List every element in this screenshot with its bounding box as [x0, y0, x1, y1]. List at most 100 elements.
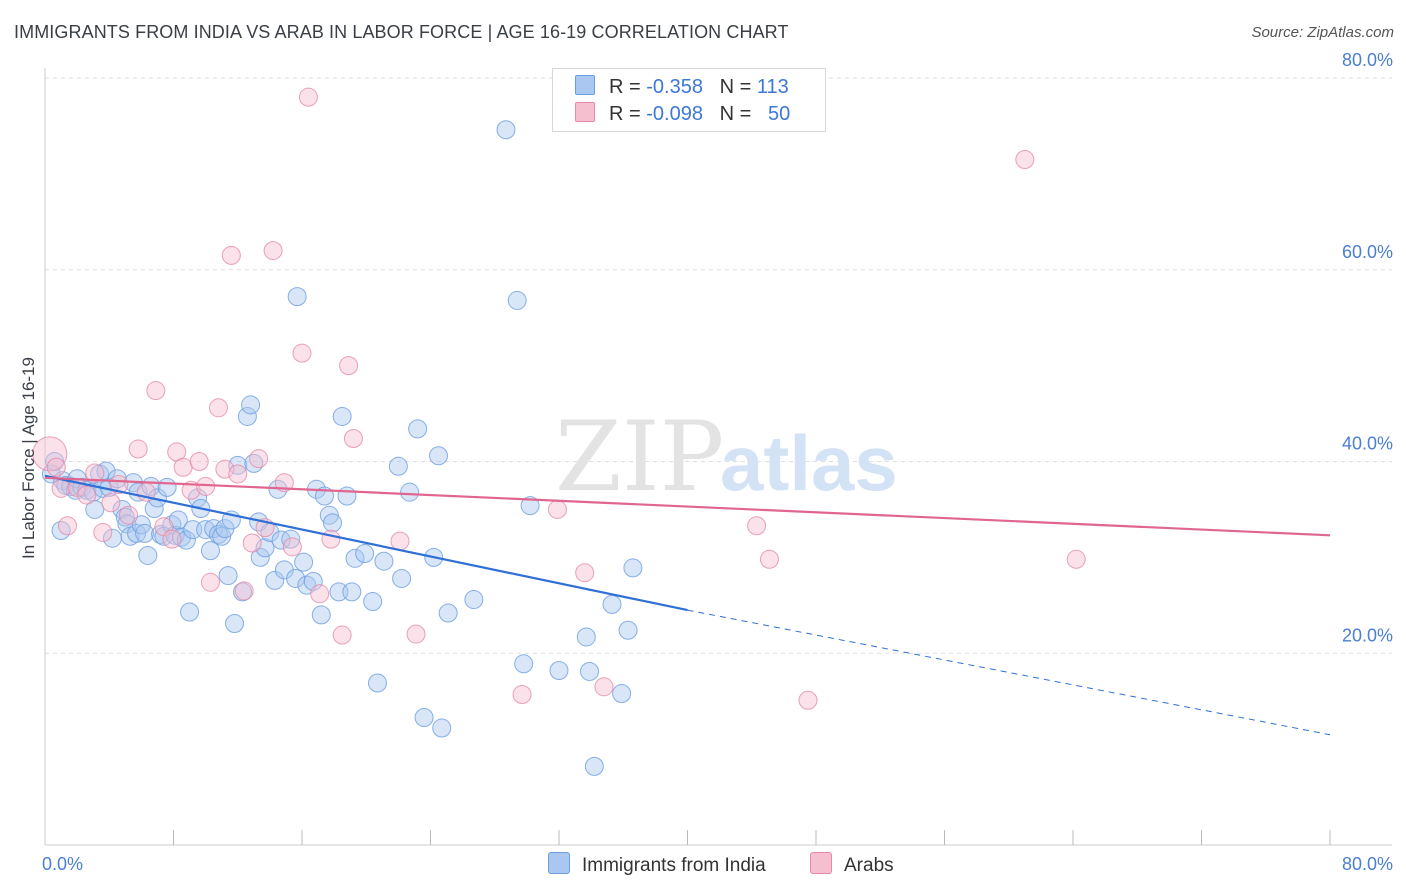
point-arabs-2 [51, 478, 71, 498]
point-arabs-26 [234, 581, 254, 601]
point-arabs-50 [1066, 549, 1086, 569]
point-india-58 [250, 547, 270, 567]
point-arabs-28 [249, 449, 269, 469]
point-india-43 [196, 520, 216, 540]
point-arabs-27 [242, 533, 262, 553]
bottom-legend-label-arabs: Arabs [844, 855, 894, 876]
point-india-97 [514, 654, 534, 674]
stats-legend: R = -0.358 N = 113 R = -0.098 N = 50 [552, 68, 826, 132]
point-india-92 [432, 718, 452, 738]
legend-n-label: N = [719, 76, 752, 98]
point-arabs-32 [282, 537, 302, 557]
point-india-102 [584, 756, 604, 776]
point-arabs-0 [32, 436, 68, 472]
legend-row-india: R = -0.358 N = 113 [575, 75, 789, 101]
axes [44, 68, 1392, 846]
bottom-legend-swatch-india [548, 852, 570, 874]
legend-swatch-arabs [575, 102, 595, 122]
point-arabs-7 [93, 522, 113, 542]
point-arabs-13 [146, 381, 166, 401]
watermark-atlas: atlas [720, 419, 898, 507]
point-india-27 [138, 545, 158, 565]
y-tick-label-2: 60.0% [1342, 242, 1393, 262]
point-india-33 [157, 477, 177, 497]
point-india-101 [580, 661, 600, 681]
point-india-87 [400, 482, 420, 502]
point-india-80 [345, 548, 365, 568]
legend-r-value: -0.098 [646, 103, 703, 125]
point-arabs-45 [594, 677, 614, 697]
point-india-26 [135, 523, 155, 543]
point-arabs-24 [221, 245, 241, 265]
point-arabs-40 [390, 531, 410, 551]
trend-line-india [44, 474, 688, 612]
point-arabs-22 [208, 398, 228, 418]
x-tick-label-0: 0.0% [42, 854, 83, 874]
point-india-78 [337, 486, 357, 506]
point-india-77 [332, 406, 352, 426]
watermark-zip: ZIP [555, 401, 724, 513]
point-arabs-19 [189, 452, 209, 471]
point-india-99 [549, 661, 569, 681]
point-india-54 [237, 406, 257, 426]
point-india-104 [612, 684, 632, 704]
point-arabs-3 [57, 516, 77, 536]
point-india-103 [602, 594, 622, 614]
legend-row-arabs: R = -0.098 N = 50 [575, 102, 790, 128]
point-india-65 [281, 529, 301, 549]
point-arabs-1 [46, 457, 66, 477]
legend-r-value: -0.358 [646, 76, 703, 98]
legend-n-value: 113 [756, 76, 789, 98]
point-india-82 [363, 591, 383, 611]
point-india-70 [303, 571, 323, 591]
gridlines [45, 77, 1392, 654]
point-arabs-23 [215, 459, 235, 479]
legend-swatch-india [575, 75, 595, 95]
trend-line-arabs [44, 476, 1331, 537]
bottom-legend-label-india: Immigrants from India [582, 855, 766, 876]
point-india-67 [287, 287, 307, 307]
chart-title: IMMIGRANTS FROM INDIA VS ARAB IN LABOR F… [14, 22, 789, 42]
point-india-75 [323, 513, 343, 533]
point-arabs-37 [332, 625, 352, 645]
point-arabs-6 [85, 463, 105, 483]
point-arabs-15 [162, 529, 182, 549]
point-arabs-5 [77, 485, 97, 505]
point-arabs-30 [263, 241, 283, 261]
point-india-61 [265, 570, 285, 590]
point-india-89 [414, 707, 434, 727]
point-india-23 [127, 523, 147, 543]
point-arabs-31 [274, 473, 294, 493]
bottom-legend-arabs: Arabs [810, 852, 894, 877]
point-india-49 [218, 566, 238, 586]
point-arabs-35 [310, 584, 330, 604]
point-india-79 [342, 582, 362, 602]
point-arabs-48 [798, 690, 818, 710]
point-india-86 [392, 568, 412, 588]
point-india-91 [429, 446, 449, 466]
legend-r-label: R = [609, 76, 641, 98]
point-india-51 [225, 614, 245, 634]
point-india-63 [271, 530, 291, 550]
point-india-84 [374, 551, 394, 571]
chart-source: Source: ZipAtlas.com [1251, 24, 1394, 41]
x-tick-label-1: 80.0% [1342, 854, 1393, 874]
data-points [32, 87, 1086, 776]
point-india-53 [233, 582, 253, 602]
point-india-47 [212, 526, 232, 546]
trend-lines [44, 474, 1331, 736]
bottom-legend-india: Immigrants from India [548, 852, 766, 877]
legend-r-label: R = [609, 103, 641, 125]
y-tick-label-1: 40.0% [1342, 434, 1393, 454]
point-india-106 [623, 558, 643, 578]
point-india-100 [576, 627, 596, 647]
legend-n-label: N = [719, 103, 752, 125]
point-arabs-17 [173, 457, 193, 477]
point-arabs-36 [321, 529, 341, 549]
point-india-81 [355, 544, 375, 564]
point-india-31 [151, 524, 171, 544]
point-india-39 [180, 602, 200, 622]
point-india-72 [311, 605, 331, 625]
legend-n-value: 50 [768, 103, 791, 125]
